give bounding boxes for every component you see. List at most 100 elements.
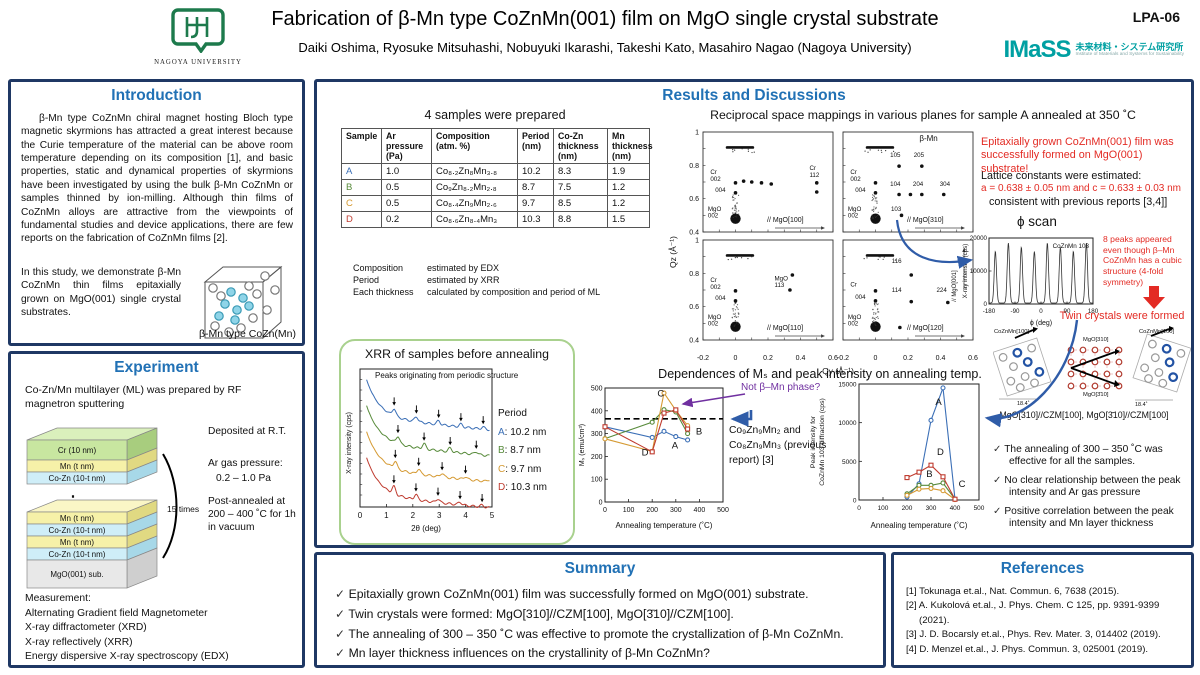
dependence-title: Dependences of Mₛ and peak intensity on … [658, 367, 982, 381]
svg-text:200: 200 [646, 507, 658, 514]
cell: 10.2 [517, 163, 554, 181]
svg-text:5: 5 [490, 511, 495, 520]
svg-text:// MgO[120]: // MgO[120] [907, 325, 944, 332]
cell: Co₈.₄Zn₉Mn₂.₆ [431, 195, 518, 213]
svg-text:Annealing temperature (˚C): Annealing temperature (˚C) [871, 521, 968, 530]
svg-text:MgO: MgO [775, 276, 789, 283]
svg-text:2: 2 [411, 511, 416, 520]
measurement-item: Alternating Gradient field Magnetometer [25, 607, 208, 619]
svg-text:300: 300 [670, 507, 682, 514]
svg-text:Cr: Cr [850, 281, 857, 288]
peak-intensity-chart: 0 100 200 300 400 500050001000015000ABCDAnnea… [810, 382, 985, 531]
epitaxial-claim-text: Epitaxially grown CoZnMn(001) film was s… [981, 136, 1174, 175]
not-bmn-annotation: Not β–Mn phase? [741, 382, 821, 393]
svg-text:002: 002 [848, 213, 859, 220]
svg-text:// MgO[110]: // MgO[110] [767, 325, 803, 332]
cell: 1.9 [607, 163, 650, 181]
xrr-chart: 0 1 2 3 4 5 2θ (deg) X-ray intensity (cps) [346, 368, 495, 533]
svg-text:0.4: 0.4 [936, 355, 946, 362]
summary-item: Mn layer thickness influences on the cry… [335, 644, 873, 664]
note-row: Each thickness calculated by composition … [353, 286, 619, 298]
svg-text:002: 002 [708, 213, 719, 220]
svg-text:002: 002 [708, 321, 719, 328]
svg-text:205: 205 [914, 152, 925, 159]
svg-text:MgO: MgO [848, 206, 862, 213]
svg-text:004: 004 [715, 295, 726, 302]
svg-text:0.4: 0.4 [796, 355, 806, 362]
table-row: B 0.5 Co₉Zn₈.₂Mn₂.₈ 8.7 7.5 1.2 [341, 179, 650, 197]
measurement-item: Energy dispersive X-ray spectroscopy (ED… [25, 651, 229, 663]
svg-text:500: 500 [591, 386, 603, 393]
measurement-title: Measurement: [25, 593, 91, 604]
samples-table: Sample Ar pressure (Pa) Composition (atm… [341, 127, 653, 229]
svg-text:1: 1 [384, 511, 389, 520]
conclusion-item: The annealing of 300 – 350 ˚C was effect… [993, 444, 1191, 469]
svg-text:100: 100 [623, 507, 635, 514]
legend-sample-letter: C [498, 463, 506, 475]
svg-text:0.6: 0.6 [689, 196, 699, 203]
note-row: Period estimated by XRR [353, 274, 619, 286]
svg-text:1: 1 [695, 130, 699, 137]
imass-english-name: Institute of Materials and Systems for S… [1075, 52, 1184, 58]
table-header-row: Sample Ar pressure (Pa) Composition (atm… [341, 127, 653, 165]
cell: 10.3 [517, 211, 554, 229]
svg-text:CoZnMn 103: CoZnMn 103 [1053, 243, 1090, 250]
svg-text:18.4˚: 18.4˚ [1135, 401, 1148, 408]
svg-text:100: 100 [591, 477, 603, 484]
cell: 0.5 [381, 179, 432, 197]
svg-text:100: 100 [878, 505, 889, 512]
svg-text:0: 0 [874, 355, 878, 362]
svg-text:4: 4 [463, 511, 468, 520]
lattice-constants-values: a = 0.638 ± 0.05 nm and c = 0.633 ± 0.03… [981, 183, 1181, 194]
svg-text:CoZnMn[100]: CoZnMn[100] [994, 329, 1030, 335]
reference-item: [2] A. Kukolová et.al., J. Phys. Chem. C… [906, 600, 1160, 626]
post-anneal-note: Post-annealed at 200 – 400 ˚C for 1h in … [208, 496, 296, 533]
lattice-constants-label: Lattice constants were estimated: [981, 170, 1142, 182]
poster-title: Fabrication of β-Mn type CoZnMn(001) fil… [271, 8, 939, 30]
svg-text:90: 90 [1064, 308, 1071, 315]
lattice-constants-note: consistent with previous reports [3,4]] [989, 196, 1168, 208]
imass-logo: IMaSS 未来材料・システム研究所 Institute of Material… [1003, 36, 1184, 64]
svg-text:Cr: Cr [710, 277, 717, 284]
svg-text:1: 1 [695, 238, 699, 245]
svg-text:-0.2: -0.2 [837, 355, 849, 362]
svg-text:A: A [935, 397, 942, 408]
svg-text:0.4: 0.4 [689, 337, 699, 344]
legend-sample-letter: B [498, 445, 505, 456]
svg-text:// MgO[310]: // MgO[310] [907, 217, 944, 224]
xrr-annotation: Peaks originating from periodic structur… [375, 371, 519, 380]
crystal-structure-figure [203, 265, 283, 340]
eight-peaks-note: 8 peaks appeared even though β–Mn CoZnMn… [1103, 234, 1182, 287]
svg-text:0.8: 0.8 [689, 163, 699, 170]
svg-text:Co-Zn (10-t nm): Co-Zn (10-t nm) [49, 474, 106, 483]
note-key: Period [353, 275, 380, 286]
summary-section: Summary Epitaxially grown CoZnMn(001) fi… [314, 552, 886, 668]
table-row: C 0.5 Co₈.₄Zn₉Mn₂.₆ 9.7 8.5 1.2 [341, 195, 650, 213]
svg-text:// MgO[001]: // MgO[001] [952, 270, 958, 302]
col-header-sample: Sample [341, 127, 382, 165]
svg-text:MgO(001) sub.: MgO(001) sub. [50, 570, 103, 579]
cell: 9.7 [517, 195, 554, 213]
svg-text:X-ray intensity (cps): X-ray intensity (cps) [346, 412, 353, 474]
cell: 0.2 [381, 211, 432, 229]
legend-value: : 8.7 nm [504, 445, 541, 456]
legend-item: C: 9.7 nm [498, 461, 547, 480]
poster-header: Fabrication of β-Mn type CoZnMn(001) fil… [250, 8, 960, 55]
poster-id-badge: LPA-06 [1132, 9, 1180, 25]
svg-text:0: 0 [599, 500, 603, 507]
previous-report-note: Co₉Zn₉Mn₂ and Co₈Zn₉Mn₃ (previous report… [729, 425, 827, 466]
introduction-section: Introduction β-Mn type CoZnMn chiral mag… [8, 79, 305, 346]
svg-text:0: 0 [603, 507, 607, 514]
svg-text:0: 0 [853, 498, 857, 505]
ar-pressure-value: 0.2 – 1.0 Pa [216, 473, 271, 484]
twin-crystals-text: Twin crystals were formed [1059, 310, 1185, 322]
svg-text:Qz (Å⁻¹): Qz (Å⁻¹) [668, 236, 678, 268]
col-header-ar: Ar pressure (Pa) [381, 127, 432, 165]
red-down-arrow-icon [1143, 286, 1165, 309]
svg-text:104: 104 [890, 181, 901, 188]
xrr-panel: XRR of samples before annealing 0 1 2 3 4 5 2θ… [339, 339, 575, 545]
rsm-title: Reciprocal space mappings in various pla… [710, 108, 1136, 122]
svg-text:Mn (t nm): Mn (t nm) [60, 462, 95, 471]
